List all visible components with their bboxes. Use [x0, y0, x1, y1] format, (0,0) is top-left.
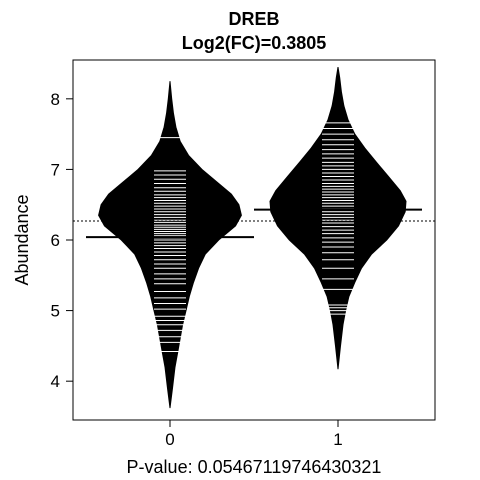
y-tick-label-6: 6 — [51, 231, 60, 250]
y-axis: 4 5 6 7 8 — [51, 90, 73, 391]
beans-layer — [98, 67, 407, 409]
x-tick-label-0: 0 — [165, 430, 174, 449]
y-tick-label-4: 4 — [51, 372, 60, 391]
bean-group-1 — [269, 67, 407, 370]
y-tick-label-8: 8 — [51, 90, 60, 109]
y-tick-label-5: 5 — [51, 302, 60, 321]
chart-subtitle: Log2(FC)=0.3805 — [182, 33, 327, 53]
x-tick-label-1: 1 — [333, 430, 342, 449]
chart-title: DREB — [228, 9, 279, 29]
bean-density-1 — [269, 67, 407, 370]
y-axis-label: Abundance — [12, 194, 32, 285]
x-axis-label: P-value: 0.05467119746430321 — [127, 457, 382, 477]
mean-lines-layer — [86, 208, 422, 239]
y-tick-label-7: 7 — [51, 160, 60, 179]
bean-group-0 — [98, 81, 242, 409]
bean-density-0 — [98, 81, 242, 409]
